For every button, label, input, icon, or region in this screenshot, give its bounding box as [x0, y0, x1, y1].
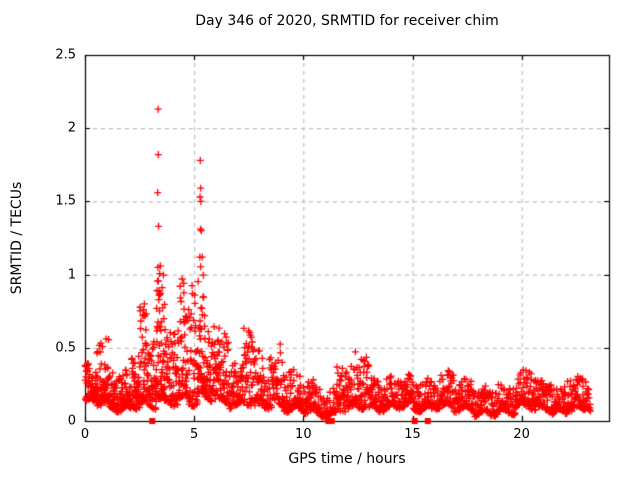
y-axis-label: SRMTID / TECUs — [9, 181, 25, 295]
x-tick-label-10: 10 — [295, 427, 312, 442]
y-tick-label-1.5: 1.5 — [55, 193, 76, 209]
y-tick-label-0: 0 — [67, 413, 76, 429]
x-tick-label-15: 15 — [404, 427, 421, 442]
x-tick-label-5: 5 — [190, 427, 199, 442]
y-tick-label-1: 1 — [67, 267, 76, 283]
x-tick-label-20: 20 — [513, 427, 530, 442]
y-tick-label-2.5: 2.5 — [55, 47, 76, 63]
y-tick-label-2: 2 — [67, 120, 76, 136]
chart-title: Day 346 of 2020, SRMTID for receiver chi… — [195, 13, 499, 29]
x-tick-label-0: 0 — [80, 427, 90, 442]
y-tick-label-0.5: 0.5 — [55, 340, 76, 356]
x-axis-label: GPS time / hours — [288, 451, 406, 467]
